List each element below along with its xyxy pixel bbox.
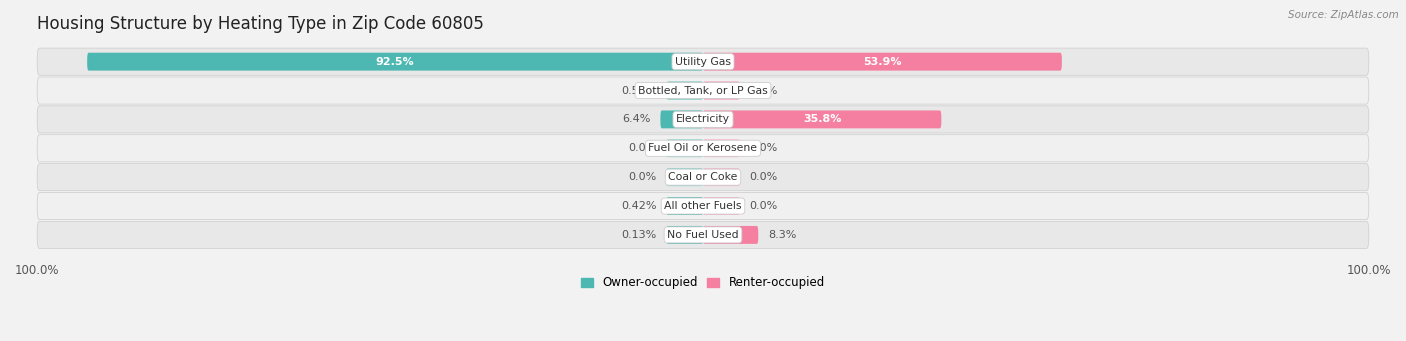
FancyBboxPatch shape: [37, 106, 1369, 133]
Text: 0.51%: 0.51%: [621, 86, 657, 95]
Text: 0.13%: 0.13%: [621, 230, 657, 240]
FancyBboxPatch shape: [37, 135, 1369, 162]
Text: 35.8%: 35.8%: [803, 115, 841, 124]
FancyBboxPatch shape: [661, 110, 703, 128]
Text: Bottled, Tank, or LP Gas: Bottled, Tank, or LP Gas: [638, 86, 768, 95]
Text: 6.4%: 6.4%: [621, 115, 651, 124]
FancyBboxPatch shape: [703, 139, 740, 157]
Text: Fuel Oil or Kerosene: Fuel Oil or Kerosene: [648, 143, 758, 153]
FancyBboxPatch shape: [703, 110, 942, 128]
FancyBboxPatch shape: [37, 77, 1369, 104]
Text: 0.0%: 0.0%: [749, 201, 778, 211]
FancyBboxPatch shape: [666, 81, 703, 100]
FancyBboxPatch shape: [37, 192, 1369, 220]
Text: 0.0%: 0.0%: [628, 172, 657, 182]
FancyBboxPatch shape: [703, 168, 740, 186]
Text: 0.0%: 0.0%: [749, 172, 778, 182]
Text: No Fuel Used: No Fuel Used: [668, 230, 738, 240]
FancyBboxPatch shape: [703, 53, 1062, 71]
Legend: Owner-occupied, Renter-occupied: Owner-occupied, Renter-occupied: [576, 272, 830, 294]
Text: 92.5%: 92.5%: [375, 57, 415, 66]
Text: 2.1%: 2.1%: [749, 86, 778, 95]
FancyBboxPatch shape: [703, 197, 740, 215]
FancyBboxPatch shape: [703, 81, 740, 100]
Text: 8.3%: 8.3%: [768, 230, 797, 240]
FancyBboxPatch shape: [703, 226, 758, 244]
Text: 0.0%: 0.0%: [628, 143, 657, 153]
Text: Source: ZipAtlas.com: Source: ZipAtlas.com: [1288, 10, 1399, 20]
FancyBboxPatch shape: [666, 197, 703, 215]
FancyBboxPatch shape: [37, 48, 1369, 75]
FancyBboxPatch shape: [37, 164, 1369, 191]
Text: Coal or Coke: Coal or Coke: [668, 172, 738, 182]
FancyBboxPatch shape: [87, 53, 703, 71]
Text: 0.0%: 0.0%: [749, 143, 778, 153]
Text: Housing Structure by Heating Type in Zip Code 60805: Housing Structure by Heating Type in Zip…: [37, 15, 484, 33]
Text: Electricity: Electricity: [676, 115, 730, 124]
FancyBboxPatch shape: [37, 221, 1369, 249]
FancyBboxPatch shape: [666, 139, 703, 157]
FancyBboxPatch shape: [666, 226, 703, 244]
Text: 0.42%: 0.42%: [621, 201, 657, 211]
FancyBboxPatch shape: [666, 168, 703, 186]
Text: Utility Gas: Utility Gas: [675, 57, 731, 66]
Text: All other Fuels: All other Fuels: [664, 201, 742, 211]
Text: 53.9%: 53.9%: [863, 57, 901, 66]
